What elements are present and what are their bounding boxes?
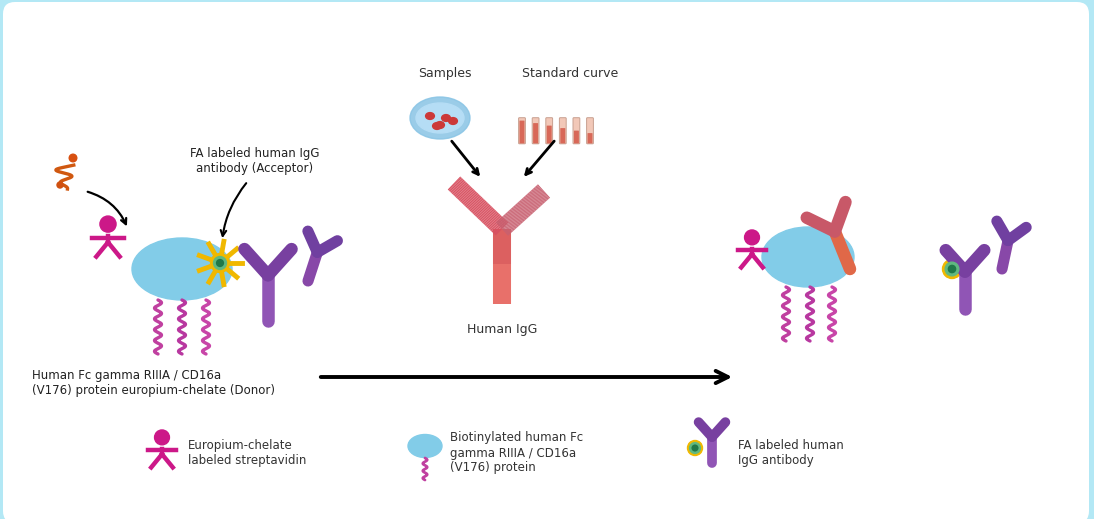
Circle shape xyxy=(100,216,116,232)
FancyBboxPatch shape xyxy=(519,118,525,144)
Circle shape xyxy=(213,256,226,269)
FancyBboxPatch shape xyxy=(546,118,552,144)
Text: Europium-chelate
labeled streptavidin: Europium-chelate labeled streptavidin xyxy=(188,439,306,467)
Circle shape xyxy=(693,445,698,451)
Ellipse shape xyxy=(763,227,854,287)
Text: Human IgG: Human IgG xyxy=(467,322,537,335)
Ellipse shape xyxy=(435,121,444,128)
FancyBboxPatch shape xyxy=(533,123,538,143)
FancyBboxPatch shape xyxy=(532,118,539,144)
Text: FA labeled human IgG
antibody (Acceptor): FA labeled human IgG antibody (Acceptor) xyxy=(190,147,319,175)
Ellipse shape xyxy=(449,118,457,125)
Ellipse shape xyxy=(442,115,451,121)
Circle shape xyxy=(154,430,170,445)
Text: FA labeled human
IgG antibody: FA labeled human IgG antibody xyxy=(738,439,843,467)
Ellipse shape xyxy=(410,97,470,139)
Circle shape xyxy=(210,254,230,272)
FancyBboxPatch shape xyxy=(587,133,593,143)
FancyBboxPatch shape xyxy=(3,2,1089,519)
Ellipse shape xyxy=(432,122,441,129)
FancyBboxPatch shape xyxy=(547,126,551,143)
Circle shape xyxy=(945,262,958,276)
FancyBboxPatch shape xyxy=(586,118,593,144)
Text: Samples: Samples xyxy=(418,66,472,79)
Ellipse shape xyxy=(416,103,464,133)
Ellipse shape xyxy=(132,238,232,300)
FancyBboxPatch shape xyxy=(573,118,580,144)
FancyBboxPatch shape xyxy=(559,118,567,144)
Circle shape xyxy=(57,182,63,188)
Circle shape xyxy=(745,230,759,245)
Ellipse shape xyxy=(426,113,434,119)
Circle shape xyxy=(943,260,962,279)
Circle shape xyxy=(687,441,702,456)
Circle shape xyxy=(69,154,77,162)
FancyBboxPatch shape xyxy=(560,128,566,143)
Text: Biotinylated human Fc
gamma RIIIA / CD16a
(V176) protein: Biotinylated human Fc gamma RIIIA / CD16… xyxy=(450,431,583,474)
Circle shape xyxy=(948,265,956,272)
Text: Human Fc gamma RIIIA / CD16a
(V176) protein europium-chelate (Donor): Human Fc gamma RIIIA / CD16a (V176) prot… xyxy=(32,369,275,397)
Circle shape xyxy=(689,443,700,454)
Text: Standard curve: Standard curve xyxy=(522,66,618,79)
Ellipse shape xyxy=(408,434,442,458)
FancyBboxPatch shape xyxy=(574,131,579,143)
Circle shape xyxy=(217,260,223,266)
FancyBboxPatch shape xyxy=(520,120,524,143)
